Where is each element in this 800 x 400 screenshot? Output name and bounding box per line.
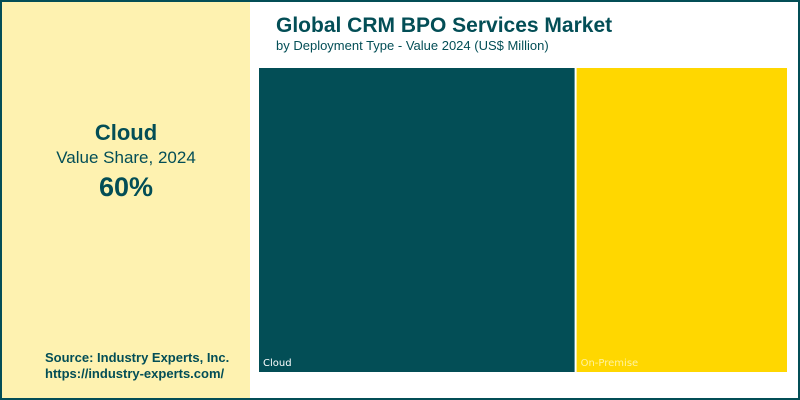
source-note: Source: Industry Experts, Inc. https://i… xyxy=(45,350,229,382)
highlight-subtitle: Value Share, 2024 xyxy=(56,148,196,167)
highlight-panel: Cloud Value Share, 2024 60% Source: Indu… xyxy=(2,2,250,398)
source-text: Source: Industry Experts, Inc. xyxy=(45,350,230,365)
treemap-label: On-Premise xyxy=(581,358,639,369)
chart-subtitle: by Deployment Type - Value 2024 (US$ Mil… xyxy=(276,38,549,53)
treemap-tile-on-premise xyxy=(576,68,787,372)
treemap-label: Cloud xyxy=(263,358,292,369)
treemap-tile-cloud xyxy=(259,68,575,372)
source-url[interactable]: https://industry-experts.com/ xyxy=(45,366,225,381)
highlight-segment-name: Cloud xyxy=(94,120,158,145)
treemap: Cloud On-Premise xyxy=(259,68,787,372)
highlight-value: 60% xyxy=(98,172,154,202)
chart-title: Global CRM BPO Services Market xyxy=(276,14,613,37)
